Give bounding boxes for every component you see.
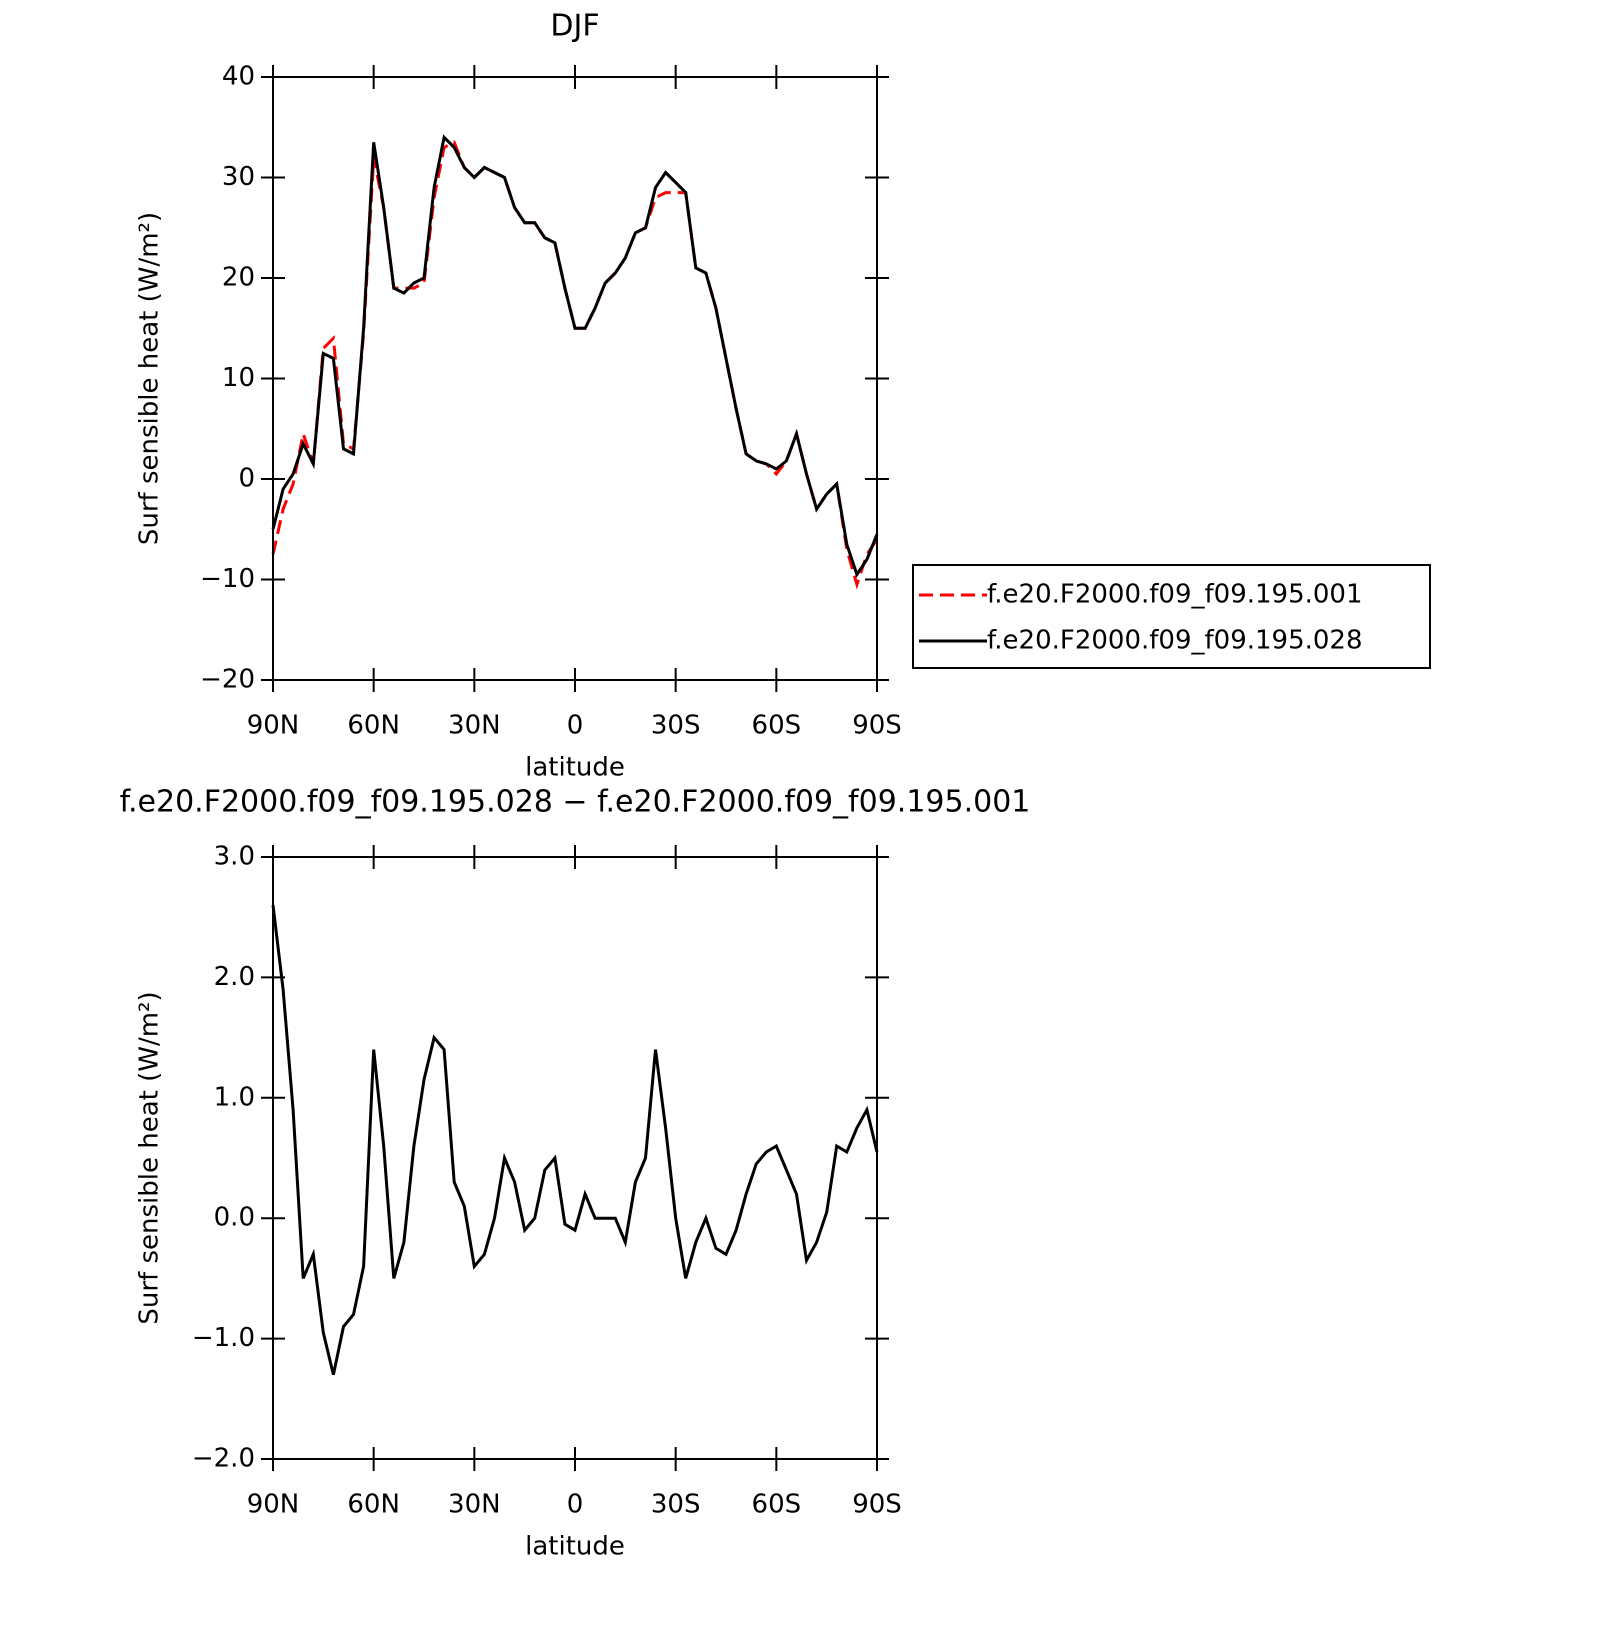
x-tick-label: 0 <box>567 1490 584 1520</box>
x-tick-label: 90S <box>852 1490 902 1520</box>
plot-frame <box>272 76 878 681</box>
y-tick-label: 40 <box>222 62 255 92</box>
data-line <box>271 140 879 590</box>
plot-frame <box>272 856 878 1460</box>
x-tick-label: 90S <box>852 711 902 741</box>
x-tick-label: 90N <box>247 1490 300 1520</box>
y-tick-label: 10 <box>222 363 255 393</box>
x-tick-label: 60S <box>752 1490 802 1520</box>
y-tick-label: 2.0 <box>214 962 255 992</box>
x-tick-label: 90N <box>247 711 300 741</box>
y-tick-label: −2.0 <box>192 1444 255 1474</box>
x-axis-label: latitude <box>525 1532 625 1562</box>
x-tick-label: 30S <box>651 711 701 741</box>
x-tick-label: 30S <box>651 1490 701 1520</box>
y-tick-label: 0.0 <box>214 1203 255 1233</box>
y-axis-label: Surf sensible heat (W/m²) <box>135 212 165 545</box>
y-tick-label: 3.0 <box>214 842 255 872</box>
legend-box <box>912 564 1431 669</box>
y-tick-label: −1.0 <box>192 1323 255 1353</box>
x-tick-label: 60N <box>347 1490 400 1520</box>
x-tick-label: 60N <box>347 711 400 741</box>
chart-title: DJF <box>550 9 599 44</box>
data-line <box>271 134 879 578</box>
y-tick-label: 20 <box>222 263 255 293</box>
y-tick-label: −10 <box>200 564 255 594</box>
x-tick-label: 60S <box>752 711 802 741</box>
y-tick-label: 0 <box>238 464 255 494</box>
chart-title: f.e20.F2000.f09_f09.195.028 − f.e20.F200… <box>120 785 1031 820</box>
y-axis-label: Surf sensible heat (W/m²) <box>135 991 165 1324</box>
x-axis-label: latitude <box>525 753 625 783</box>
x-tick-label: 0 <box>567 711 584 741</box>
legend-label: f.e20.F2000.f09_f09.195.001 <box>987 580 1363 610</box>
x-tick-label: 30N <box>448 1490 501 1520</box>
x-tick-label: 30N <box>448 711 501 741</box>
y-tick-label: 1.0 <box>214 1082 255 1112</box>
y-tick-label: −20 <box>200 665 255 695</box>
data-line <box>271 905 879 1376</box>
legend-label: f.e20.F2000.f09_f09.195.028 <box>987 626 1363 656</box>
y-tick-label: 30 <box>222 162 255 192</box>
